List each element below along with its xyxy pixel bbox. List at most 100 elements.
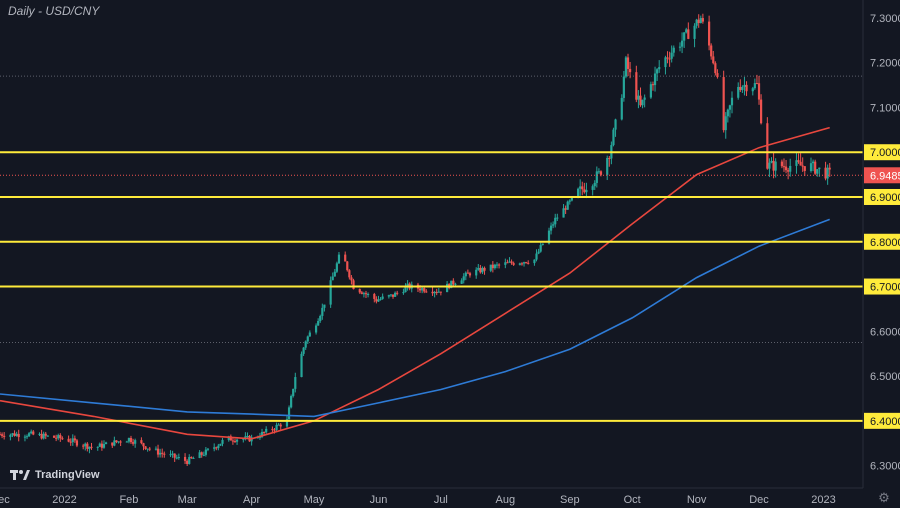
candle-body — [622, 76, 625, 98]
candle-body — [556, 217, 559, 219]
candle-body — [683, 32, 686, 41]
candle-up — [595, 166, 598, 188]
candle-body — [730, 97, 734, 106]
candle-body — [113, 440, 116, 446]
candle-down — [772, 152, 775, 179]
candle-up — [42, 431, 45, 440]
tradingview-label: TradingView — [35, 469, 100, 481]
candle-down — [100, 440, 103, 451]
candle-down — [714, 61, 717, 76]
candle-up — [493, 263, 497, 270]
candle-body — [258, 436, 262, 438]
candle-down — [581, 181, 584, 196]
candle-down — [358, 288, 361, 294]
x-tick-label: 2023 — [811, 494, 835, 506]
level-badge: 6.4000 — [864, 412, 900, 429]
candle-body — [233, 441, 237, 443]
candle-down — [651, 81, 655, 91]
candle-up — [9, 433, 12, 441]
candle-up — [620, 94, 623, 121]
candle-up — [202, 451, 205, 457]
candle-body — [614, 119, 617, 130]
y-tick-label: 7.1000 — [870, 102, 900, 114]
candle-body — [816, 169, 819, 174]
candle-down — [506, 259, 509, 264]
candle-up — [102, 440, 106, 449]
candle-up — [504, 258, 507, 269]
candle-body — [71, 438, 74, 443]
candle-body — [402, 292, 405, 294]
candle-up — [404, 283, 407, 293]
candle-body — [491, 264, 494, 269]
candle-up — [319, 314, 322, 323]
last-price-label: 6.9485 — [870, 170, 900, 182]
candle-body — [784, 166, 788, 171]
candle-body — [90, 446, 93, 448]
candle-body — [215, 447, 218, 449]
candle-down — [828, 162, 831, 177]
candle-up — [656, 68, 659, 82]
candle-down — [190, 456, 193, 459]
candle-body — [335, 263, 338, 272]
candle-down — [156, 444, 160, 458]
candle-down — [231, 437, 235, 445]
candle-body — [418, 288, 422, 291]
candle-up — [154, 446, 158, 451]
candle-body — [726, 109, 729, 117]
candle-down — [583, 182, 586, 194]
candle-down — [271, 426, 274, 433]
candle-body — [104, 442, 108, 445]
candle-down — [32, 430, 35, 436]
candle-body — [639, 95, 642, 106]
candle-down — [40, 429, 43, 440]
candle-body — [656, 69, 659, 74]
candle-up — [96, 446, 99, 451]
candle-body — [562, 208, 565, 218]
candle-body — [52, 435, 56, 438]
candle-up — [366, 292, 370, 298]
x-tick-label: Apr — [243, 494, 260, 506]
candle-up — [171, 450, 174, 458]
candle-body — [396, 292, 399, 294]
y-tick-label: 7.2000 — [870, 58, 900, 70]
level-badge-label: 6.7000 — [870, 282, 900, 294]
candle-down — [82, 443, 85, 450]
candle-body — [737, 86, 740, 98]
candle-body — [352, 280, 355, 290]
candle-body — [591, 186, 594, 190]
candle-body — [549, 225, 553, 231]
candle-down — [784, 159, 788, 174]
candle-down — [69, 438, 72, 446]
candle-body — [518, 263, 521, 265]
settings-gear-icon[interactable]: ⚙ — [878, 490, 890, 505]
candle-down — [722, 70, 725, 133]
candle-body — [597, 171, 601, 173]
candle-up — [737, 82, 740, 100]
candle-up — [387, 294, 390, 299]
candle-down — [780, 159, 783, 169]
candle-up — [337, 252, 341, 264]
candle-body — [25, 436, 29, 438]
candle-body — [213, 447, 216, 449]
candle-up — [726, 108, 729, 123]
candle-down — [425, 289, 428, 293]
candle-up — [219, 443, 222, 446]
candle-up — [462, 273, 465, 284]
candle-body — [537, 251, 540, 254]
candle-down — [215, 446, 218, 451]
candle-body — [69, 441, 72, 443]
candle-down — [90, 442, 93, 450]
candle-down — [144, 446, 147, 450]
candle-up — [28, 431, 31, 437]
level-badge-bg — [864, 278, 900, 295]
candle-up — [30, 429, 33, 435]
level-badge: 7.0000 — [864, 144, 900, 161]
x-tick-label: Oct — [624, 494, 641, 506]
candle-up — [593, 180, 596, 190]
candle-down — [468, 271, 472, 278]
candle-down — [352, 278, 355, 290]
candle-down — [119, 440, 122, 447]
